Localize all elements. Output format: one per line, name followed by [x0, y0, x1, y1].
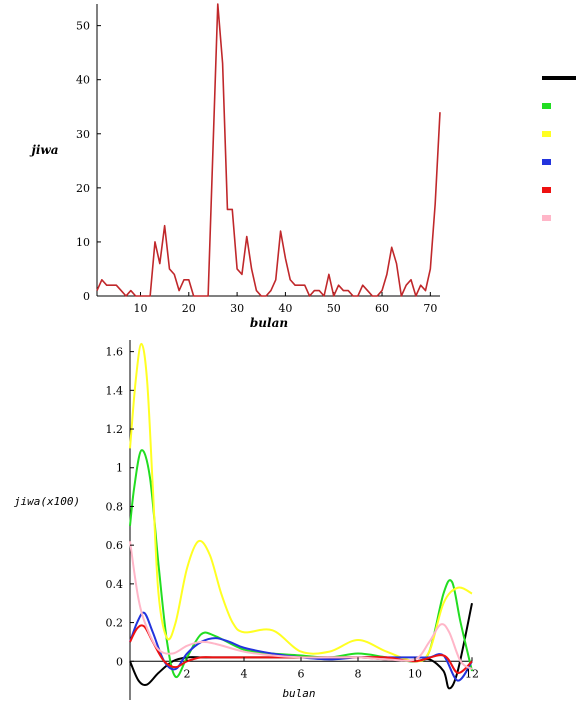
legend-swatch	[542, 131, 551, 137]
chart-2-x-tick-label: 6	[298, 667, 305, 680]
chart-2-y-tick-label: 0.4	[106, 578, 124, 591]
legend-swatch	[542, 103, 551, 109]
chart-1-y-tick-label: 10	[76, 236, 90, 249]
legend-swatch	[542, 187, 551, 193]
chart-1-x-tick-label: 10	[133, 302, 147, 315]
chart-1-x-label: bulan	[250, 316, 288, 330]
legend-swatch	[542, 159, 551, 165]
chart-1-x-tick-label: 70	[423, 302, 437, 315]
chart-2-series	[129, 342, 473, 690]
chart-2-y-tick-label: 1.2	[106, 423, 124, 436]
chart-2-x-tick-label: 12	[465, 667, 479, 680]
chart-2-y-label: jiwa(x100)	[14, 495, 80, 508]
chart-1-y-tick-label: 20	[76, 182, 90, 195]
legend-swatch	[542, 76, 576, 80]
chart-2-y-tick-label: 1	[116, 462, 123, 475]
legend-swatch	[542, 215, 551, 221]
chart-2-y-tick-label: 0.8	[106, 500, 124, 513]
chart-2: 2 4 6 8 10 12 0 0.2 0.4 0.6 0.8 1 1.2 1.4 1.6 bulan ji…	[14, 340, 479, 700]
chart-1-ticks: 10 20 30 40 50 60 70 0 10 20 30 40 50	[76, 20, 437, 315]
chart-2-y-tick-label: 1.4	[106, 384, 124, 397]
chart-1-x-tick-label: 30	[230, 302, 244, 315]
chart-2-axes	[129, 340, 472, 700]
chart-2-y-tick-label: 0.2	[106, 617, 124, 630]
legend	[542, 76, 576, 221]
chart-1: 10 20 30 40 50 60 70 0 10 20 30 40 50 bulan jiwa	[29, 3, 441, 330]
chart-1-y-tick-label: 40	[76, 74, 90, 87]
chart-1-x-tick-label: 40	[278, 302, 292, 315]
chart-2-x-tick-label: 4	[241, 667, 248, 680]
chart-2-x-tick-label: 8	[355, 667, 362, 680]
chart-1-y-tick-label: 0	[83, 290, 90, 303]
chart-1-y-tick-label: 50	[76, 20, 90, 33]
chart-2-series-line-6	[129, 541, 473, 670]
chart-1-axes	[96, 4, 440, 297]
chart-1-y-label: jiwa	[29, 143, 58, 157]
chart-2-y-tick-label: 0.6	[106, 539, 124, 552]
chart-2-series-line-3	[129, 342, 473, 663]
chart-2-y-tick-label: 1.6	[106, 346, 124, 359]
chart-1-x-tick-label: 60	[375, 302, 389, 315]
chart-1-y-tick-label: 30	[76, 128, 90, 141]
chart-2-x-tick-label: 10	[408, 667, 422, 680]
chart-2-series-line-4	[129, 611, 473, 682]
chart-1-series-line-1	[96, 3, 441, 297]
chart-1-x-tick-label: 50	[327, 302, 341, 315]
chart-2-x-label: bulan	[282, 687, 315, 700]
chart-2-y-tick-label: 0	[116, 655, 123, 668]
chart-2-series-line-2	[129, 449, 473, 678]
chart-1-series	[96, 3, 441, 297]
chart-1-x-tick-label: 20	[182, 302, 196, 315]
chart-2-x-tick-label: 2	[184, 667, 191, 680]
chart-2-ticks: 2 4 6 8 10 12 0 0.2 0.4 0.6 0.8 1 1.2 1.4 1.6	[106, 346, 480, 681]
